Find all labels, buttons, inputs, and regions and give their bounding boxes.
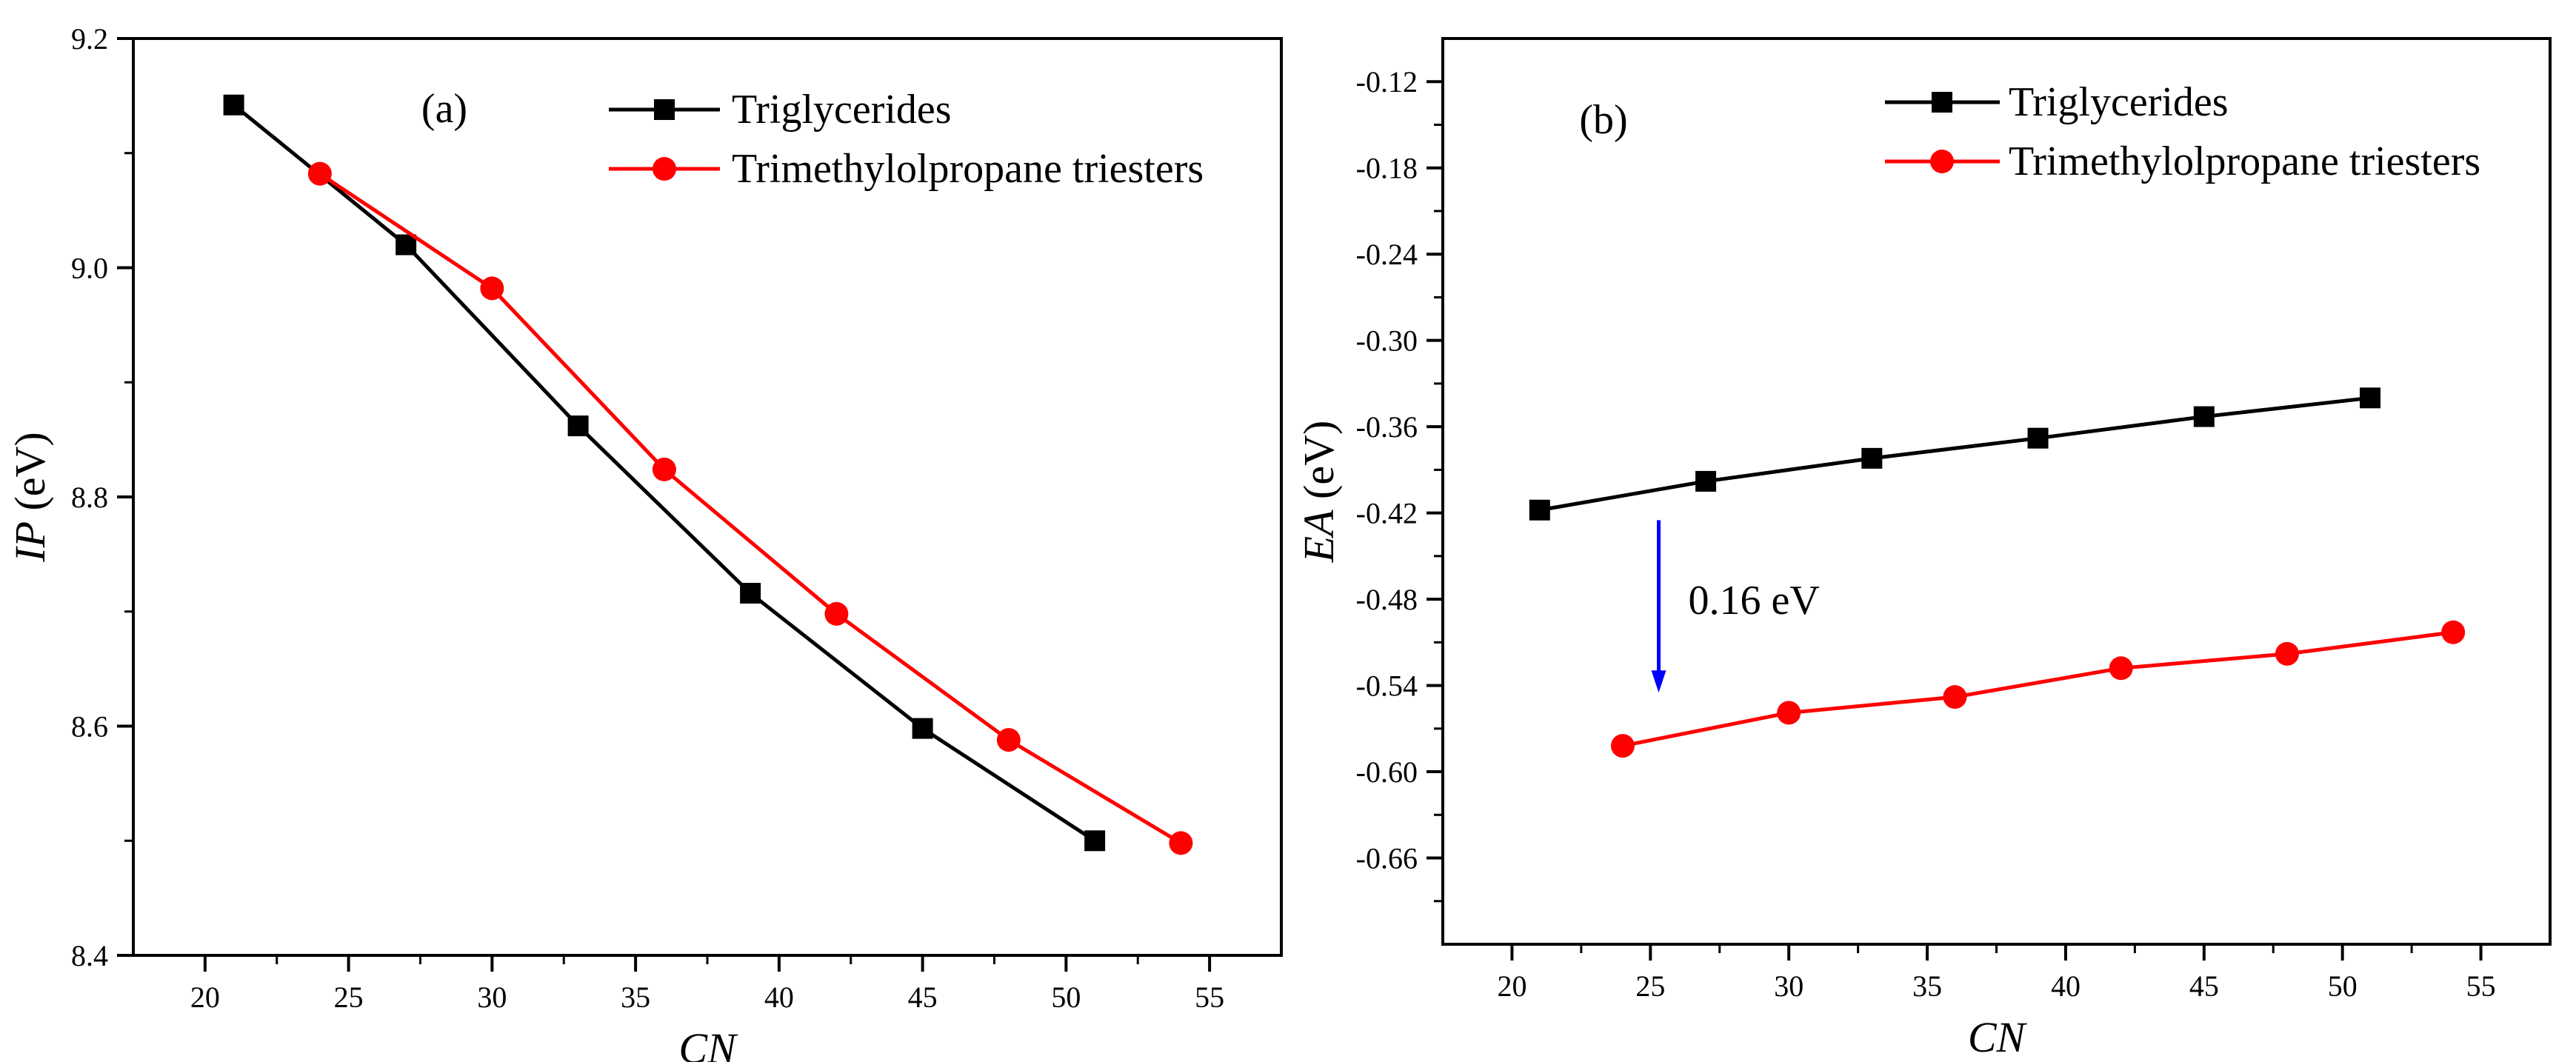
y-axis-title-unit: (eV) bbox=[6, 432, 54, 521]
x-axis-title: CN bbox=[678, 1024, 738, 1062]
x-tick-label: 30 bbox=[477, 981, 507, 1014]
x-tick-label: 50 bbox=[2328, 969, 2358, 1003]
x-tick-label: 40 bbox=[764, 981, 794, 1014]
x-tick-label: 55 bbox=[1195, 981, 1224, 1014]
data-point-trimethylolpropane-triesters bbox=[307, 161, 332, 186]
data-point-trimethylolpropane-triesters bbox=[2275, 641, 2299, 666]
data-point-triglycerides bbox=[396, 234, 417, 256]
x-tick-label: 45 bbox=[2189, 969, 2219, 1003]
legend-label: Trimethylolpropane triesters bbox=[732, 146, 1204, 192]
x-tick-label: 25 bbox=[1635, 969, 1665, 1003]
x-tick-label: 55 bbox=[2466, 969, 2496, 1003]
data-point-triglycerides bbox=[1861, 447, 1883, 469]
data-point-trimethylolpropane-triesters bbox=[2441, 620, 2466, 644]
data-point-triglycerides bbox=[2027, 427, 2049, 449]
x-tick-label: 45 bbox=[908, 981, 938, 1014]
x-tick-label: 50 bbox=[1051, 981, 1081, 1014]
data-point-trimethylolpropane-triesters bbox=[824, 601, 849, 626]
y-axis-title: IP (eV) bbox=[6, 432, 54, 563]
y-axis-title-unit: (eV) bbox=[1295, 421, 1343, 510]
data-point-trimethylolpropane-triesters bbox=[1610, 734, 1635, 758]
data-point-triglycerides bbox=[912, 718, 933, 739]
y-axis-title-variable: IP bbox=[6, 521, 54, 563]
y-tick-label: -0.30 bbox=[1356, 324, 1418, 358]
data-point-triglycerides bbox=[2360, 387, 2381, 409]
data-point-triglycerides bbox=[223, 94, 244, 116]
x-tick-label: 30 bbox=[1774, 969, 1803, 1003]
data-point-trimethylolpropane-triesters bbox=[996, 728, 1021, 752]
annotation-arrow-head bbox=[1651, 670, 1666, 693]
x-tick-label: 20 bbox=[190, 981, 220, 1014]
x-tick-label: 20 bbox=[1497, 969, 1526, 1003]
panel-b: 20 25 30 35 40 45 50 55 -0.66 -0.60 -0.54 -0.48 -0.4… bbox=[1295, 37, 2552, 1061]
data-point-triglycerides bbox=[2193, 406, 2215, 427]
data-point-triglycerides bbox=[1084, 830, 1106, 852]
data-point-trimethylolpropane-triesters bbox=[480, 276, 504, 301]
y-tick-label: 9.2 bbox=[71, 22, 108, 56]
y-tick-label: -0.66 bbox=[1356, 842, 1418, 875]
y-tick-label: -0.24 bbox=[1356, 238, 1418, 271]
panel-a: 20 25 30 35 40 45 50 55 8.4 8.6 8.8 9.0 9.2 CN IP (eV)… bbox=[6, 22, 1283, 1062]
x-axis-title: CN bbox=[1968, 1013, 2028, 1061]
y-tick-label: -0.42 bbox=[1356, 497, 1418, 530]
x-tick-label: 25 bbox=[334, 981, 364, 1014]
series-line-trimethylolpropane-triesters bbox=[1622, 630, 2454, 748]
y-tick-label: -0.36 bbox=[1356, 410, 1418, 444]
annotation-text: 0.16 eV bbox=[1689, 578, 1820, 624]
data-point-trimethylolpropane-triesters bbox=[2109, 656, 2133, 681]
x-tick-label: 40 bbox=[2051, 969, 2081, 1003]
data-point-trimethylolpropane-triesters bbox=[1943, 685, 1967, 709]
y-tick-label: -0.12 bbox=[1356, 65, 1418, 98]
y-axis-title-variable: EA bbox=[1295, 510, 1343, 563]
y-tick-label: 8.6 bbox=[71, 710, 108, 744]
data-point-trimethylolpropane-triesters bbox=[1777, 701, 1801, 725]
data-point-triglycerides bbox=[1529, 499, 1550, 521]
legend-marker bbox=[653, 157, 676, 181]
panel-label: (a) bbox=[421, 86, 467, 132]
legend-label: Triglycerides bbox=[2009, 79, 2229, 125]
series-line-triglycerides bbox=[1539, 395, 2371, 512]
data-point-triglycerides bbox=[1695, 470, 1717, 492]
data-point-trimethylolpropane-triesters bbox=[1169, 831, 1193, 855]
panel-label: (b) bbox=[1579, 97, 1627, 143]
data-point-triglycerides bbox=[567, 415, 589, 437]
legend-label: Trimethylolpropane triesters bbox=[2009, 138, 2480, 184]
legend-marker bbox=[654, 99, 675, 120]
x-tick-label: 35 bbox=[1912, 969, 1942, 1003]
series-line-triglycerides bbox=[233, 103, 1096, 843]
x-tick-label: 35 bbox=[621, 981, 650, 1014]
series-line-trimethylolpropane-triesters bbox=[318, 172, 1182, 845]
data-point-triglycerides bbox=[740, 582, 761, 604]
y-tick-label: -0.48 bbox=[1356, 583, 1418, 616]
y-tick-label: 8.4 bbox=[71, 939, 108, 972]
y-tick-label: -0.18 bbox=[1356, 152, 1418, 185]
legend-label: Triglycerides bbox=[732, 87, 952, 133]
data-point-trimethylolpropane-triesters bbox=[652, 457, 676, 481]
legend-marker bbox=[1930, 150, 1954, 173]
y-tick-label: -0.54 bbox=[1356, 669, 1418, 703]
y-tick-label: 8.8 bbox=[71, 481, 108, 514]
y-axis-title: EA (eV) bbox=[1295, 421, 1343, 564]
legend-marker bbox=[1932, 92, 1952, 113]
y-tick-label: 9.0 bbox=[71, 252, 108, 285]
y-tick-label: -0.60 bbox=[1356, 755, 1418, 789]
